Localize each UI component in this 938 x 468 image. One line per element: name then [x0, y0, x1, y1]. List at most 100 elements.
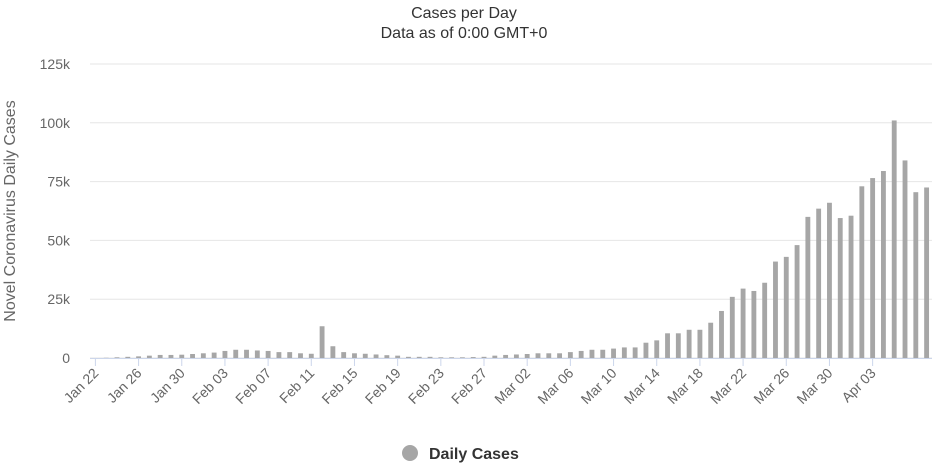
bar-daily-cases[interactable] — [535, 353, 541, 358]
bar-daily-cases[interactable] — [427, 356, 433, 358]
bar-daily-cases[interactable] — [557, 353, 563, 358]
bar-daily-cases[interactable] — [805, 216, 811, 358]
bar-daily-cases[interactable] — [254, 350, 260, 358]
bar-daily-cases[interactable] — [773, 261, 778, 358]
bar-daily-cases[interactable] — [719, 310, 724, 358]
bar-daily-cases[interactable] — [902, 160, 908, 358]
bar-daily-cases[interactable] — [492, 355, 498, 358]
x-axis-ticks: Jan 22 Jan 26 Jan 30 Feb 03 Feb 07 Feb 11 Feb … — [60, 358, 879, 407]
x-tick-label: Feb 19 — [362, 365, 404, 407]
bar-daily-cases[interactable] — [611, 348, 616, 358]
bar-daily-cases[interactable] — [352, 353, 357, 358]
x-tick-label: Jan 30 — [147, 365, 188, 406]
x-tick-label: Jan 26 — [104, 365, 145, 406]
bar-daily-cases[interactable] — [233, 349, 239, 358]
y-tick-label: 125k — [40, 56, 71, 72]
bar-daily-cases[interactable] — [211, 352, 217, 358]
bar-daily-cases[interactable] — [330, 346, 336, 358]
legend[interactable]: Daily Cases — [402, 445, 519, 463]
bar-daily-cases[interactable] — [783, 256, 789, 358]
chart-subtitle: Data as of 0:00 GMT+0 — [381, 25, 548, 42]
bar-daily-cases[interactable] — [729, 296, 735, 358]
bar-daily-cases[interactable] — [578, 350, 584, 358]
bar-daily-cases[interactable] — [816, 208, 822, 358]
bar-daily-cases[interactable] — [708, 322, 714, 358]
bar-daily-cases[interactable] — [589, 349, 595, 358]
x-tick-label: Feb 03 — [189, 365, 231, 407]
bar-daily-cases[interactable] — [125, 356, 131, 358]
bar-daily-cases[interactable] — [654, 340, 660, 358]
bar-daily-cases[interactable] — [513, 354, 519, 358]
legend-label-daily-cases[interactable]: Daily Cases — [429, 446, 519, 463]
bar-daily-cases[interactable] — [891, 120, 897, 358]
bar-daily-cases[interactable] — [848, 215, 854, 358]
bar-daily-cases[interactable] — [200, 353, 206, 358]
bar-daily-cases[interactable] — [600, 349, 606, 358]
x-tick-label: Apr 03 — [838, 365, 879, 406]
y-axis-ticks: 0 25k 50k 75k 100k 125k — [40, 56, 71, 366]
bar-daily-cases[interactable] — [276, 352, 282, 358]
bar-daily-cases[interactable] — [751, 290, 757, 358]
x-tick-label: Feb 15 — [318, 365, 360, 407]
bar-daily-cases[interactable] — [632, 347, 638, 358]
bar-daily-cases[interactable] — [697, 329, 703, 358]
y-tick-label: 75k — [47, 174, 71, 190]
bar-daily-cases[interactable] — [827, 202, 832, 358]
bar-daily-cases[interactable] — [373, 354, 379, 358]
x-tick-label: Feb 11 — [276, 365, 318, 407]
bar-daily-cases[interactable] — [459, 357, 465, 358]
bar-daily-cases[interactable] — [794, 245, 800, 358]
bar-daily-cases[interactable] — [384, 355, 390, 358]
bar-daily-cases[interactable] — [146, 355, 152, 358]
bar-daily-cases[interactable] — [546, 353, 552, 358]
bar-daily-cases[interactable] — [621, 347, 627, 358]
bar-daily-cases[interactable] — [168, 354, 174, 358]
bar-daily-cases[interactable] — [913, 192, 919, 358]
bar-daily-cases[interactable] — [362, 353, 368, 358]
x-tick-label: Feb 07 — [232, 365, 274, 407]
bar-daily-cases[interactable] — [470, 357, 476, 358]
bar-daily-cases[interactable] — [157, 354, 163, 358]
bar-series — [103, 120, 930, 358]
bar-daily-cases[interactable] — [740, 288, 746, 358]
bar-daily-cases[interactable] — [190, 354, 195, 358]
bar-daily-cases[interactable] — [924, 187, 930, 358]
x-tick-label: Mar 14 — [621, 365, 663, 407]
bar-daily-cases[interactable] — [859, 186, 865, 358]
bar-daily-cases[interactable] — [567, 352, 573, 358]
bar-daily-cases[interactable] — [114, 357, 120, 358]
bar-daily-cases[interactable] — [837, 218, 843, 358]
bar-daily-cases[interactable] — [665, 333, 670, 358]
x-tick-label: Feb 23 — [405, 365, 447, 407]
bar-daily-cases[interactable] — [406, 356, 411, 358]
bar-daily-cases[interactable] — [880, 171, 886, 358]
bar-daily-cases[interactable] — [319, 326, 325, 358]
bar-daily-cases[interactable] — [762, 282, 768, 358]
bar-daily-cases[interactable] — [395, 355, 401, 358]
bar-daily-cases[interactable] — [524, 354, 530, 358]
bar-daily-cases[interactable] — [179, 354, 185, 358]
bar-daily-cases[interactable] — [287, 352, 293, 358]
bar-daily-cases[interactable] — [244, 349, 249, 358]
bar-daily-cases[interactable] — [136, 356, 142, 358]
legend-marker-daily-cases[interactable] — [402, 445, 418, 461]
y-axis-title: Novel Coronavirus Daily Cases — [2, 100, 19, 321]
bar-daily-cases[interactable] — [686, 329, 692, 358]
x-tick-label: Mar 18 — [664, 365, 706, 407]
bar-daily-cases[interactable] — [341, 352, 347, 358]
bar-daily-cases[interactable] — [298, 353, 303, 358]
bar-daily-cases[interactable] — [308, 353, 314, 358]
bar-daily-cases[interactable] — [643, 342, 649, 358]
bar-daily-cases[interactable] — [503, 354, 509, 358]
bar-daily-cases[interactable] — [481, 356, 487, 358]
x-tick-label: Jan 22 — [60, 365, 101, 406]
bar-daily-cases[interactable] — [675, 333, 681, 358]
bar-daily-cases[interactable] — [449, 357, 455, 358]
bar-daily-cases[interactable] — [870, 178, 876, 358]
x-tick-label: Mar 02 — [491, 365, 533, 407]
bar-daily-cases[interactable] — [265, 350, 271, 358]
bar-daily-cases[interactable] — [222, 350, 228, 358]
bar-daily-cases[interactable] — [416, 356, 422, 358]
bar-daily-cases[interactable] — [438, 357, 444, 358]
